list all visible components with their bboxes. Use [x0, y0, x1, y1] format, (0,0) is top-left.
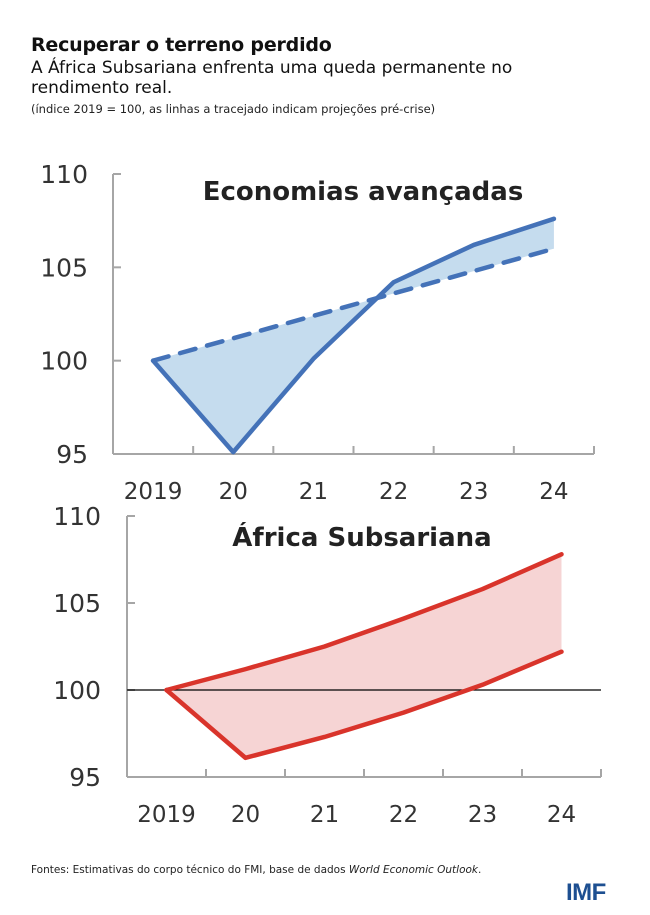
- x-tick-label: 24: [547, 802, 576, 828]
- y-tick-label: 105: [40, 253, 88, 282]
- chart-note: (índice 2019 = 100, as linhas a tracejad…: [31, 102, 436, 116]
- x-tick-label: 2019: [124, 479, 183, 505]
- chart-panel-2: 95 100 105 110 2019 20 21 22 23 24 África Subsaria…: [53, 502, 602, 828]
- y-tick-label: 100: [40, 347, 88, 376]
- source-suffix: .: [478, 864, 482, 876]
- panel-title: África Subsariana: [232, 521, 491, 553]
- x-tick-label: 20: [231, 802, 260, 828]
- x-tick-label: 20: [219, 479, 248, 505]
- shaded-gap-area: [153, 218, 554, 453]
- source-database: World Economic Outlook: [348, 864, 479, 876]
- imf-logo: IMF: [566, 879, 606, 906]
- x-tick-label: 21: [299, 479, 328, 505]
- y-tick-label: 100: [53, 676, 101, 705]
- x-tick-label: 2019: [137, 802, 196, 828]
- chart-subtitle: A África Subsariana enfrenta uma queda p…: [31, 58, 513, 98]
- series-line-pre-crisis-projection: [150, 246, 557, 363]
- y-tick-label: 110: [40, 160, 88, 189]
- shaded-gap-area: [166, 554, 562, 758]
- x-tick-label: 22: [389, 802, 418, 828]
- source-prefix: Fontes: Estimativas do corpo técnico do …: [31, 864, 349, 876]
- y-tick-label: 95: [56, 440, 88, 469]
- y-tick-label: 105: [53, 589, 101, 618]
- x-tick-label: 23: [459, 479, 488, 505]
- chart-panel-1: 95 100 105 110 2019 20 21 22 23 24 Economias avanç…: [40, 160, 595, 505]
- x-tick-label: 21: [310, 802, 339, 828]
- series-line-series-1: [150, 216, 557, 455]
- y-tick-label: 95: [69, 763, 101, 792]
- x-tick-label: 22: [379, 479, 408, 505]
- x-tick-label: 24: [539, 479, 568, 505]
- source-note: Fontes: Estimativas do corpo técnico do …: [31, 864, 481, 876]
- x-tick-label: 23: [468, 802, 497, 828]
- series-line-series-1: [164, 552, 564, 693]
- chart-title: Recuperar o terreno perdido: [31, 34, 332, 56]
- y-tick-label: 110: [53, 502, 101, 531]
- panel-title: Economias avançadas: [203, 177, 524, 207]
- series-line-series-2: [164, 649, 564, 761]
